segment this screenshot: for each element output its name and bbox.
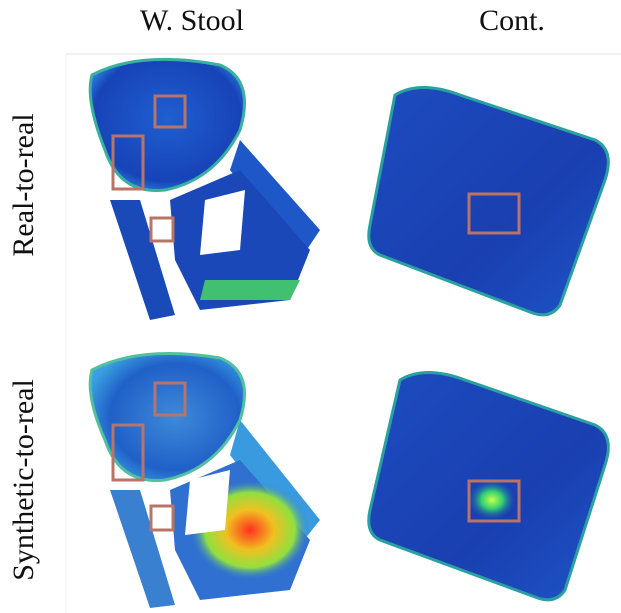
container-render: [369, 88, 609, 315]
highlight-box: [151, 506, 173, 530]
figure: W. Stool Cont. Real-to-real Synthetic-to…: [0, 0, 621, 613]
stool-render: [90, 59, 320, 320]
column-header: Cont.: [479, 4, 545, 37]
highlight-box: [151, 218, 173, 241]
stool-render: [90, 354, 320, 608]
column-header: W. Stool: [140, 4, 244, 37]
row-header: Real-to-real: [7, 113, 40, 256]
row-header: Synthetic-to-real: [7, 379, 40, 581]
container-render: [369, 373, 609, 600]
